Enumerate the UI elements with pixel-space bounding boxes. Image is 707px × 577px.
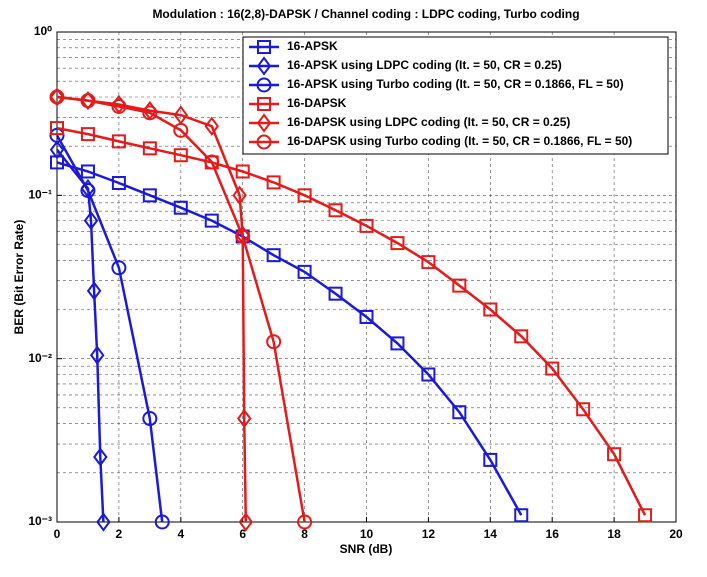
marker bbox=[266, 248, 281, 263]
marker bbox=[607, 447, 622, 462]
x-tick-label: 12 bbox=[422, 527, 436, 541]
marker bbox=[154, 514, 170, 530]
marker bbox=[514, 329, 529, 344]
marker bbox=[89, 345, 105, 365]
y-axis-label: BER (Bit Error Rate) bbox=[12, 220, 26, 335]
marker bbox=[204, 116, 219, 136]
marker bbox=[204, 154, 220, 170]
marker bbox=[236, 408, 252, 429]
marker bbox=[83, 210, 99, 231]
marker bbox=[390, 336, 405, 351]
marker bbox=[173, 148, 188, 163]
marker bbox=[111, 175, 126, 190]
series-line bbox=[56, 95, 306, 523]
marker bbox=[576, 402, 591, 417]
y-tick-label: 10⁻¹ bbox=[28, 188, 52, 202]
chart-title: Modulation : 16(2,8)-DAPSK / Channel cod… bbox=[152, 7, 579, 21]
marker bbox=[256, 77, 272, 93]
marker bbox=[297, 514, 313, 530]
marker bbox=[235, 164, 250, 179]
marker bbox=[256, 134, 272, 150]
marker bbox=[256, 56, 272, 76]
legend-label: 16-APSK using LDPC coding (It. = 50, CR … bbox=[287, 58, 562, 72]
legend-label: 16-APSK using Turbo coding (It. = 50, CR… bbox=[287, 77, 624, 91]
marker bbox=[80, 90, 96, 111]
marker bbox=[238, 512, 254, 532]
marker bbox=[235, 228, 251, 244]
marker bbox=[359, 218, 374, 233]
x-tick-label: 6 bbox=[239, 527, 246, 541]
y-tick-label: 10⁰ bbox=[34, 24, 52, 38]
marker bbox=[49, 89, 65, 105]
marker bbox=[638, 508, 653, 523]
marker bbox=[93, 447, 108, 467]
marker bbox=[514, 508, 529, 523]
marker bbox=[49, 87, 65, 107]
marker bbox=[50, 121, 64, 136]
legend-box bbox=[242, 36, 669, 155]
y-tick-label: 10⁻² bbox=[28, 351, 52, 365]
plot-frame bbox=[56, 31, 677, 523]
marker bbox=[80, 127, 95, 142]
marker bbox=[328, 286, 343, 301]
marker bbox=[80, 183, 96, 199]
marker bbox=[142, 411, 158, 427]
marker bbox=[421, 255, 436, 270]
marker bbox=[483, 452, 498, 467]
marker bbox=[359, 309, 374, 324]
marker bbox=[483, 302, 498, 317]
marker bbox=[266, 334, 282, 350]
x-tick-label: 14 bbox=[484, 527, 498, 541]
marker bbox=[142, 188, 157, 203]
legend: 16-APSK 16-APSK using LDPC coding (It. = … bbox=[242, 36, 669, 155]
x-tick-label: 10 bbox=[360, 527, 374, 541]
marker bbox=[257, 97, 271, 111]
marker bbox=[452, 405, 467, 420]
y-tick-label: 10⁻³ bbox=[28, 514, 52, 528]
marker bbox=[142, 141, 157, 156]
series-line bbox=[55, 134, 164, 523]
marker bbox=[142, 105, 158, 121]
marker bbox=[86, 281, 102, 301]
x-tick-label: 8 bbox=[301, 527, 308, 541]
legend-label: 16-DAPSK using LDPC coding (It. = 50, CR… bbox=[287, 115, 570, 129]
marker bbox=[328, 203, 343, 218]
marker bbox=[111, 98, 127, 114]
marker bbox=[297, 188, 312, 203]
marker bbox=[111, 134, 126, 149]
x-tick-label: 16 bbox=[546, 527, 560, 541]
marker bbox=[256, 113, 272, 133]
marker bbox=[232, 185, 247, 205]
marker bbox=[390, 236, 405, 251]
marker bbox=[421, 367, 436, 382]
x-tick-label: 4 bbox=[177, 527, 184, 541]
marker bbox=[111, 260, 127, 276]
marker bbox=[49, 140, 65, 160]
marker bbox=[266, 175, 281, 190]
marker bbox=[297, 264, 312, 279]
legend-label: 16-DAPSK using Turbo coding (It. = 50, C… bbox=[287, 134, 632, 148]
marker bbox=[545, 361, 560, 376]
legend-label: 16-DAPSK bbox=[287, 96, 347, 110]
marker bbox=[80, 93, 96, 109]
x-tick-label: 0 bbox=[54, 527, 61, 541]
series-line bbox=[56, 161, 523, 516]
marker bbox=[80, 164, 95, 179]
marker bbox=[96, 512, 111, 532]
x-axis-label: SNR (dB) bbox=[340, 542, 393, 556]
legend-label: 16-APSK bbox=[287, 39, 338, 53]
marker bbox=[173, 200, 188, 215]
x-tick-label: 20 bbox=[669, 527, 683, 541]
x-tick-label: 18 bbox=[607, 527, 621, 541]
marker bbox=[257, 40, 271, 54]
marker bbox=[173, 122, 189, 138]
x-tick-label: 2 bbox=[116, 527, 123, 541]
marker bbox=[452, 278, 467, 293]
marker bbox=[204, 213, 219, 228]
